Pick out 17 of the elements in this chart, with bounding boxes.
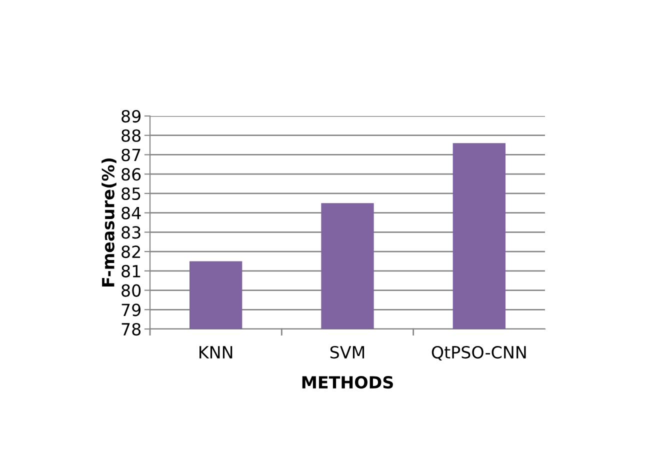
y-tick-label: 81 <box>122 264 140 278</box>
y-tick-label: 78 <box>122 322 141 336</box>
y-tick-label: 85 <box>122 187 140 200</box>
y-tick-label: 89 <box>122 110 140 123</box>
y-axis-title: F-measure(%) <box>102 158 116 286</box>
x-axis-title: METHODS <box>302 376 393 389</box>
y-tick-label: 80 <box>122 284 141 297</box>
y-tick-label: 83 <box>122 226 140 239</box>
x-tick-label: SVM <box>330 346 364 359</box>
y-tick-label: 87 <box>122 148 140 162</box>
x-tick-label: KNN <box>200 346 232 358</box>
y-tick-label: 84 <box>122 206 141 220</box>
y-tick-label: 86 <box>122 168 141 181</box>
y-tick-label: 82 <box>122 246 140 258</box>
y-tick-label: 79 <box>122 304 140 316</box>
y-tick-label: 88 <box>122 129 141 142</box>
x-tick-label: QtPSO-CNN <box>432 346 526 360</box>
